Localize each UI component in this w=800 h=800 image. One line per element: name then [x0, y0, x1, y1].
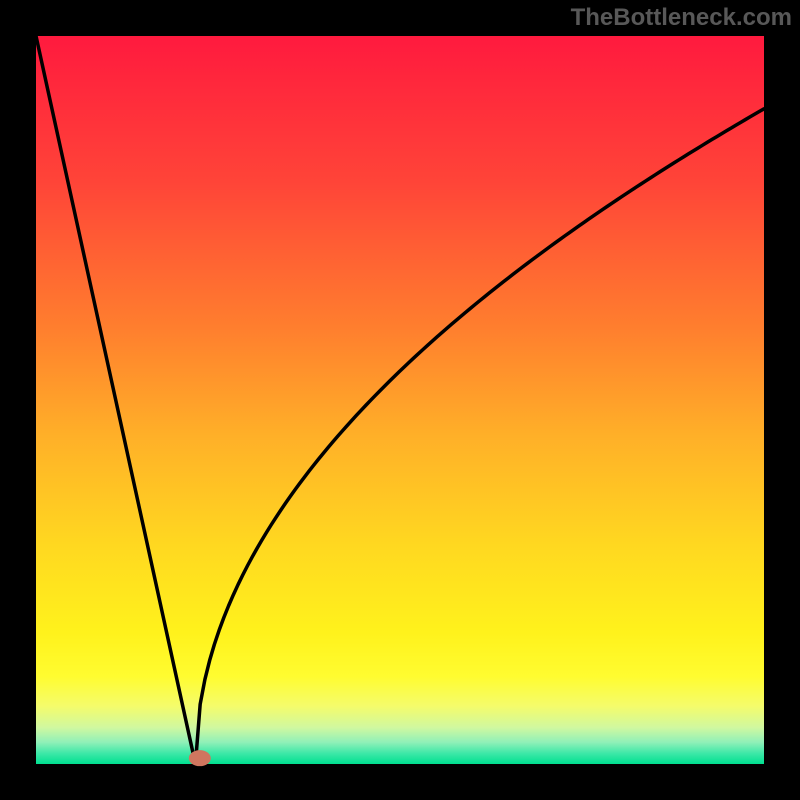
optimal-marker — [189, 750, 211, 766]
watermark-label: TheBottleneck.com — [571, 4, 792, 32]
bottleneck-chart — [0, 0, 800, 800]
chart-container: TheBottleneck.com — [0, 0, 800, 800]
plot-background — [36, 36, 764, 764]
